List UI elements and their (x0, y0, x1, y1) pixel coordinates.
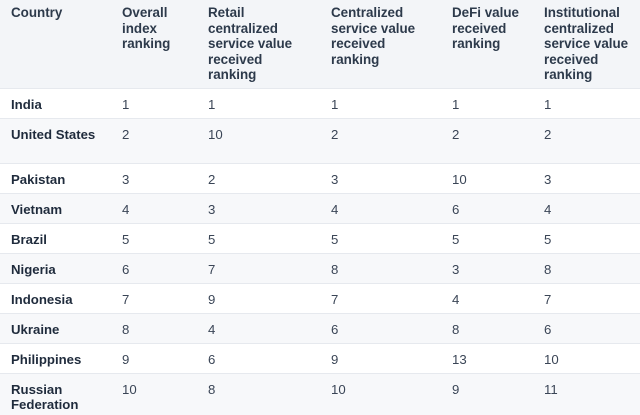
defi-cell: 8 (441, 312, 533, 343)
header-defi-ranking: DeFi value received ranking (452, 5, 519, 51)
overall-cell: 3 (111, 162, 197, 193)
institutional-cell: 10 (533, 342, 640, 373)
table-row: Philippines 9 6 9 13 10 (0, 342, 640, 373)
retail-cell: 6 (197, 342, 320, 373)
header-row: Country Overall index ranking Retail cen… (0, 0, 640, 88)
centralized-cell: 7 (320, 282, 441, 313)
table-header: Country Overall index ranking Retail cen… (0, 0, 640, 88)
overall-cell: 7 (111, 282, 197, 313)
table-row: Russian Federation 10 8 10 9 11 (0, 372, 640, 415)
institutional-cell: 6 (533, 312, 640, 343)
country-cell: Pakistan (0, 162, 111, 193)
defi-cell: 1 (441, 87, 533, 118)
institutional-cell: 11 (533, 372, 640, 415)
header-centralized-ranking: Centralized service value received ranki… (331, 5, 416, 67)
table-row: Brazil 5 5 5 5 5 (0, 222, 640, 253)
defi-cell: 5 (441, 222, 533, 253)
overall-cell: 8 (111, 312, 197, 343)
overall-cell: 1 (111, 87, 197, 118)
institutional-cell: 8 (533, 252, 640, 283)
retail-cell: 5 (197, 222, 320, 253)
defi-cell: 13 (441, 342, 533, 373)
defi-cell: 4 (441, 282, 533, 313)
retail-cell: 10 (197, 117, 320, 163)
centralized-cell: 6 (320, 312, 441, 343)
country-cell: Philippines (0, 342, 111, 373)
table-row: United States 2 10 2 2 2 (0, 117, 640, 163)
defi-cell: 10 (441, 162, 533, 193)
overall-cell: 4 (111, 192, 197, 223)
country-cell: Russian Federation (0, 372, 111, 415)
retail-cell: 7 (197, 252, 320, 283)
table-row: Pakistan 3 2 3 10 3 (0, 162, 640, 193)
centralized-cell: 1 (320, 87, 441, 118)
institutional-cell: 1 (533, 87, 640, 118)
centralized-cell: 3 (320, 162, 441, 193)
table-row: Ukraine 8 4 6 8 6 (0, 312, 640, 343)
retail-cell: 3 (197, 192, 320, 223)
country-cell: Indonesia (0, 282, 111, 313)
retail-cell: 8 (197, 372, 320, 415)
country-cell: Ukraine (0, 312, 111, 343)
defi-cell: 3 (441, 252, 533, 283)
country-cell: India (0, 87, 111, 118)
institutional-cell: 7 (533, 282, 640, 313)
centralized-cell: 9 (320, 342, 441, 373)
header-institutional-ranking: Institutional centralized service value … (544, 5, 629, 82)
institutional-cell: 5 (533, 222, 640, 253)
defi-cell: 2 (441, 117, 533, 163)
header-retail-ranking: Retail centralized service value receive… (208, 5, 293, 82)
institutional-cell: 4 (533, 192, 640, 223)
centralized-cell: 8 (320, 252, 441, 283)
header-overall-ranking: Overall index ranking (122, 5, 171, 51)
table-row: Vietnam 4 3 4 6 4 (0, 192, 640, 223)
retail-cell: 9 (197, 282, 320, 313)
retail-cell: 4 (197, 312, 320, 343)
country-cell: United States (0, 117, 111, 163)
country-cell: Brazil (0, 222, 111, 253)
table-row: Indonesia 7 9 7 4 7 (0, 282, 640, 313)
institutional-cell: 3 (533, 162, 640, 193)
country-cell: Nigeria (0, 252, 111, 283)
overall-cell: 2 (111, 117, 197, 163)
institutional-cell: 2 (533, 117, 640, 163)
country-cell: Vietnam (0, 192, 111, 223)
overall-cell: 9 (111, 342, 197, 373)
centralized-cell: 4 (320, 192, 441, 223)
retail-cell: 2 (197, 162, 320, 193)
centralized-cell: 10 (320, 372, 441, 415)
defi-cell: 6 (441, 192, 533, 223)
retail-cell: 1 (197, 87, 320, 118)
overall-cell: 6 (111, 252, 197, 283)
table-body: India 1 1 1 1 1 United States 2 10 2 2 2… (0, 87, 640, 415)
table-row: Nigeria 6 7 8 3 8 (0, 252, 640, 283)
defi-cell: 9 (441, 372, 533, 415)
table-row: India 1 1 1 1 1 (0, 87, 640, 118)
header-country: Country (11, 5, 63, 20)
overall-cell: 5 (111, 222, 197, 253)
overall-cell: 10 (111, 372, 197, 415)
centralized-cell: 5 (320, 222, 441, 253)
centralized-cell: 2 (320, 117, 441, 163)
